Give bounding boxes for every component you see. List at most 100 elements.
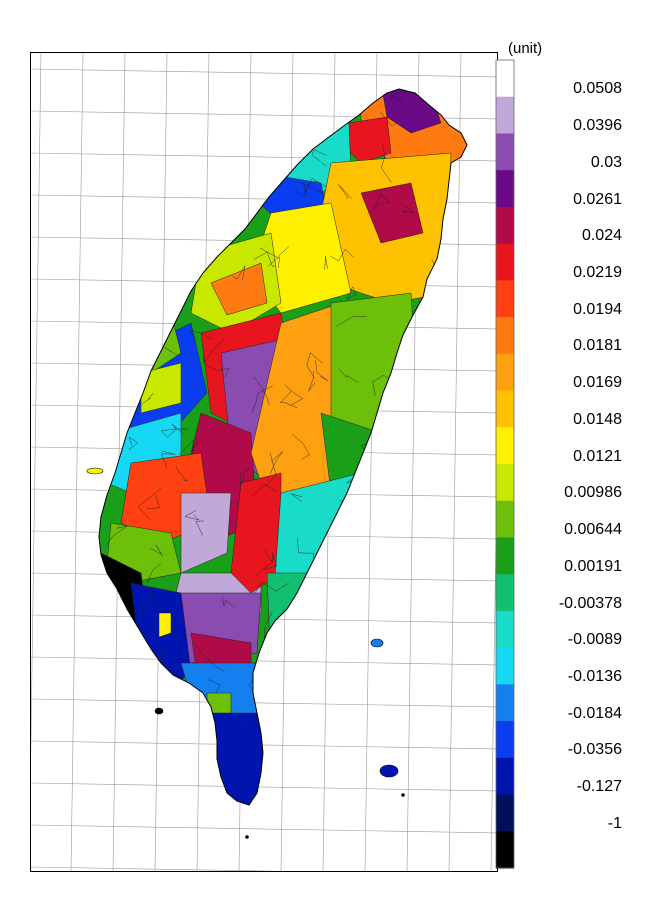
offshore-island[interactable]: [245, 835, 249, 839]
district-boundary: [269, 451, 283, 475]
district-boundary: [100, 321, 115, 335]
district-boundary: [355, 748, 371, 774]
district-boundary: [338, 368, 359, 383]
offshore-island[interactable]: [401, 793, 405, 797]
taiwan-map[interactable]: [31, 53, 498, 872]
district-boundary: [402, 519, 426, 535]
district-boundary: [184, 510, 200, 521]
district-boundary: [100, 270, 114, 286]
grid-line: [70, 53, 84, 871]
legend-label: 0.0181: [573, 337, 622, 355]
district-boundary: [146, 562, 162, 583]
district-boundary: [203, 338, 225, 364]
district-region[interactable]: [190, 712, 272, 813]
district-boundary: [253, 581, 289, 595]
legend-label: 0.0261: [573, 190, 622, 208]
district-boundary: [454, 780, 467, 802]
district-boundary: [139, 89, 155, 104]
district-boundary: [140, 663, 159, 671]
grid-line: [31, 68, 497, 78]
district-boundary: [264, 89, 275, 107]
district-boundary: [249, 91, 266, 111]
offshore-island[interactable]: [370, 638, 384, 648]
district-boundary: [371, 557, 383, 572]
district-boundary: [100, 195, 112, 223]
district-boundary: [193, 642, 225, 672]
district-boundary: [347, 574, 366, 594]
district-boundary: [149, 544, 164, 557]
offshore-island[interactable]: [154, 707, 164, 715]
district-boundary: [144, 788, 156, 803]
legend-label: 0.00191: [564, 557, 622, 575]
district-region[interactable]: [230, 472, 282, 594]
district-boundary: [253, 376, 270, 405]
legend-label: -0.0184: [567, 704, 622, 722]
district-boundary: [220, 140, 237, 156]
district-boundary: [251, 385, 273, 414]
district-boundary: [303, 178, 327, 193]
district-boundary: [285, 719, 301, 744]
grid-line: [31, 782, 497, 792]
district-boundary: [336, 316, 367, 327]
district-boundary: [401, 202, 415, 214]
district-boundary: [99, 291, 106, 310]
district-boundary: [160, 428, 188, 437]
district-boundary: [297, 802, 315, 805]
district-boundary: [332, 684, 357, 722]
district-boundary: [390, 94, 405, 103]
offshore-island[interactable]: [379, 764, 399, 778]
district-boundary: [110, 129, 123, 164]
district-boundary: [338, 184, 352, 199]
district-boundary: [308, 370, 316, 392]
district-boundary: [373, 194, 390, 210]
legend-label: 0.0121: [573, 447, 622, 465]
district-boundary: [99, 504, 102, 535]
district-boundary: [118, 688, 150, 715]
district-boundary: [251, 484, 278, 497]
offshore-island[interactable]: [86, 467, 104, 475]
district-boundary: [253, 251, 276, 267]
district-boundary: [273, 158, 289, 178]
district-boundary: [221, 596, 236, 608]
legend-label: 0.0508: [573, 80, 622, 98]
district-boundary: [282, 636, 300, 657]
district-boundary: [142, 95, 156, 111]
legend-label: 0.0148: [573, 410, 622, 428]
district-boundary: [108, 382, 129, 389]
district-boundary: [357, 719, 373, 739]
district-boundary: [381, 143, 392, 183]
district-boundary: [250, 110, 279, 122]
district-region[interactable]: [158, 612, 172, 638]
district-boundary: [195, 762, 206, 797]
district-boundary: [358, 671, 393, 689]
grid-line: [31, 740, 497, 750]
district-region[interactable]: [360, 182, 424, 244]
district-region[interactable]: [130, 582, 192, 694]
district-boundary: [135, 183, 148, 206]
district-boundary: [255, 549, 273, 576]
district-boundary: [425, 617, 438, 634]
district-boundary: [287, 92, 302, 101]
district-boundary: [166, 424, 186, 438]
district-boundary: [174, 766, 189, 783]
legend-label: 0.024: [581, 227, 622, 245]
district-boundary: [181, 232, 204, 250]
district-boundary: [456, 159, 467, 182]
grid-line: [31, 656, 497, 666]
district-boundary: [416, 433, 438, 452]
district-boundary: [99, 200, 118, 208]
legend-label: 0.0169: [573, 374, 622, 392]
district-boundary: [258, 183, 268, 198]
legend-label: 0.0219: [573, 264, 622, 282]
district-boundary: [99, 174, 123, 189]
district-boundary: [343, 72, 352, 85]
district-boundary: [207, 679, 221, 693]
district-boundary: [284, 384, 304, 406]
district-boundary: [451, 289, 467, 310]
district-boundary: [178, 439, 198, 456]
district-boundary: [179, 203, 206, 215]
district-boundary: [119, 392, 139, 415]
district-region[interactable]: [140, 362, 182, 414]
district-region[interactable]: [180, 492, 232, 574]
district-boundary: [240, 466, 253, 486]
